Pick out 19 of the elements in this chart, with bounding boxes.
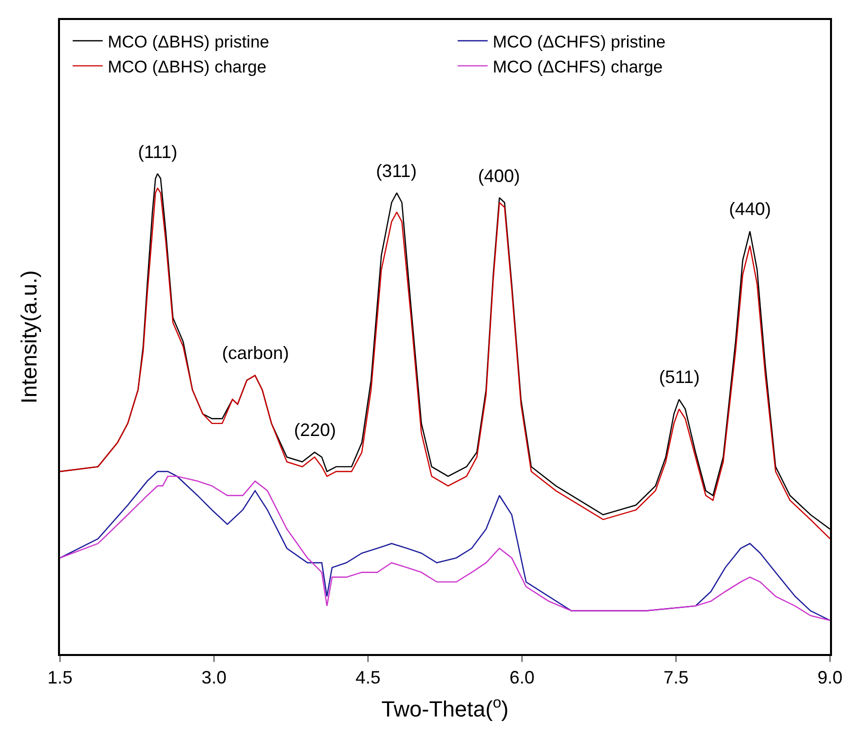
legend-label: MCO (ΔBHS) charge bbox=[108, 57, 266, 76]
annotation: (111) bbox=[138, 142, 178, 162]
x-tick-label: 9.0 bbox=[817, 667, 843, 688]
x-tick-label: 6.0 bbox=[509, 667, 535, 688]
annotation: (220) bbox=[294, 420, 336, 440]
annotation: (carbon) bbox=[222, 343, 290, 363]
legend-label: MCO (ΔBHS) pristine bbox=[108, 32, 270, 52]
x-tick-label: 1.5 bbox=[47, 667, 73, 688]
annotation: (311) bbox=[376, 161, 417, 181]
legend-label: MCO (ΔCHFS) charge bbox=[492, 57, 663, 76]
x-tick-label: 4.5 bbox=[355, 667, 381, 688]
x-tick-label: 7.5 bbox=[663, 667, 689, 688]
legend-label: MCO (ΔCHFS) pristine bbox=[492, 32, 666, 52]
x-tick-label: 3.0 bbox=[201, 667, 227, 688]
y-axis-title: Intensity(a.u.) bbox=[16, 270, 42, 404]
annotation: (511) bbox=[659, 367, 700, 387]
annotation: (400) bbox=[478, 166, 520, 186]
x-axis-title: Two-Theta($^{o}$) bbox=[381, 694, 509, 722]
annotation: (440) bbox=[729, 199, 772, 219]
